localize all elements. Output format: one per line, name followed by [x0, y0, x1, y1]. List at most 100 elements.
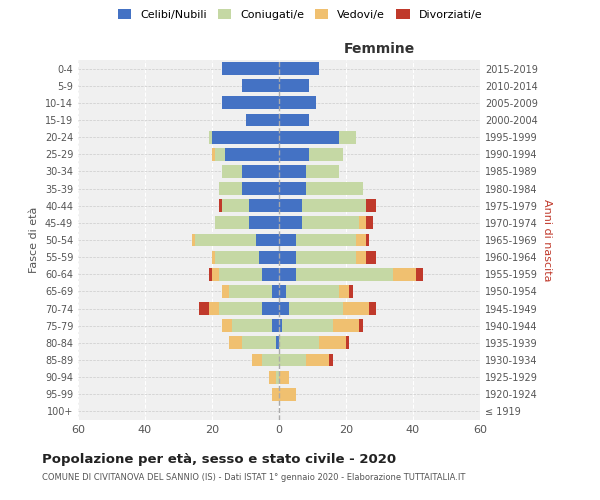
Bar	[262, 354, 279, 366]
Bar	[222, 62, 279, 75]
Bar	[306, 165, 340, 178]
Bar	[279, 114, 309, 126]
Text: Femmine: Femmine	[344, 42, 415, 56]
Bar	[212, 148, 215, 160]
Bar	[356, 234, 366, 246]
Bar	[219, 200, 222, 212]
Bar	[222, 96, 279, 110]
Bar	[195, 234, 256, 246]
Bar	[242, 336, 275, 349]
Bar	[340, 130, 356, 143]
Bar	[229, 285, 272, 298]
Bar	[343, 302, 370, 315]
Bar	[346, 336, 349, 349]
Bar	[319, 336, 346, 349]
Bar	[212, 268, 218, 280]
Bar	[215, 148, 226, 160]
Bar	[199, 302, 209, 315]
Bar	[215, 250, 259, 264]
Text: COMUNE DI CIVITANOVA DEL SANNIO (IS) - Dati ISTAT 1° gennaio 2020 - Elaborazione: COMUNE DI CIVITANOVA DEL SANNIO (IS) - D…	[42, 472, 466, 482]
Bar	[370, 302, 376, 315]
Bar	[283, 320, 332, 332]
Bar	[349, 285, 353, 298]
Text: Popolazione per età, sesso e stato civile - 2020: Popolazione per età, sesso e stato civil…	[42, 452, 396, 466]
Bar	[262, 268, 279, 280]
Bar	[269, 370, 275, 384]
Bar	[329, 354, 332, 366]
Bar	[249, 200, 279, 212]
Bar	[356, 250, 366, 264]
Bar	[249, 216, 279, 230]
Bar	[279, 96, 316, 110]
Bar	[279, 62, 319, 75]
Bar	[279, 250, 296, 264]
Bar	[232, 320, 272, 332]
Bar	[222, 285, 229, 298]
Bar	[279, 165, 306, 178]
Bar	[359, 216, 366, 230]
Y-axis label: Fasce di età: Fasce di età	[29, 207, 39, 273]
Bar	[279, 336, 319, 349]
Bar	[359, 320, 363, 332]
Bar	[212, 130, 279, 143]
Bar	[212, 250, 215, 264]
Bar	[306, 354, 329, 366]
Bar	[366, 250, 376, 264]
Bar	[306, 182, 363, 195]
Bar	[279, 216, 302, 230]
Bar	[279, 320, 283, 332]
Bar	[215, 216, 249, 230]
Bar	[302, 200, 366, 212]
Bar	[279, 200, 302, 212]
Bar	[393, 268, 416, 280]
Bar	[279, 285, 286, 298]
Bar	[279, 354, 306, 366]
Bar	[366, 200, 376, 212]
Bar	[226, 148, 279, 160]
Bar	[279, 268, 296, 280]
Bar	[275, 370, 279, 384]
Bar	[286, 285, 340, 298]
Bar	[279, 148, 309, 160]
Bar	[332, 320, 359, 332]
Bar	[340, 285, 349, 298]
Bar	[218, 302, 262, 315]
Bar	[272, 388, 279, 400]
Bar	[222, 165, 242, 178]
Bar	[209, 302, 218, 315]
Bar	[296, 250, 356, 264]
Bar	[218, 268, 262, 280]
Bar	[209, 130, 212, 143]
Bar	[272, 285, 279, 298]
Bar	[252, 354, 262, 366]
Bar	[242, 182, 279, 195]
Bar	[209, 268, 212, 280]
Bar	[279, 370, 289, 384]
Bar	[366, 234, 370, 246]
Bar	[229, 336, 242, 349]
Legend: Celibi/Nubili, Coniugati/e, Vedovi/e, Divorziati/e: Celibi/Nubili, Coniugati/e, Vedovi/e, Di…	[115, 6, 485, 23]
Bar	[279, 182, 306, 195]
Bar	[289, 302, 343, 315]
Bar	[222, 200, 249, 212]
Bar	[192, 234, 195, 246]
Bar	[275, 336, 279, 349]
Bar	[262, 302, 279, 315]
Bar	[416, 268, 423, 280]
Bar	[309, 148, 343, 160]
Bar	[222, 320, 232, 332]
Bar	[279, 388, 296, 400]
Y-axis label: Anni di nascita: Anni di nascita	[542, 198, 551, 281]
Bar	[272, 320, 279, 332]
Bar	[279, 80, 309, 92]
Bar	[242, 165, 279, 178]
Bar	[219, 182, 242, 195]
Bar	[296, 268, 393, 280]
Bar	[245, 114, 279, 126]
Bar	[279, 234, 296, 246]
Bar	[256, 234, 279, 246]
Bar	[259, 250, 279, 264]
Bar	[242, 80, 279, 92]
Bar	[279, 302, 289, 315]
Bar	[302, 216, 359, 230]
